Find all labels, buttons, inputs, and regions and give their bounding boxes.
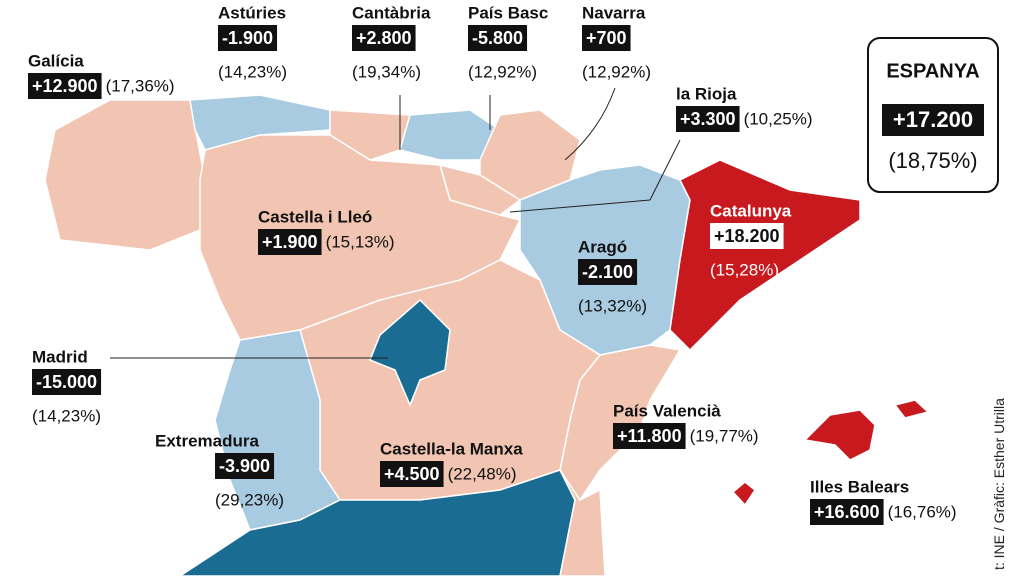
region-name: Illes Balears xyxy=(810,477,909,496)
change-box xyxy=(218,25,278,51)
region-pct: (19,77%) xyxy=(690,426,759,445)
region-pct: (19,34%) xyxy=(352,62,421,81)
region-change: +2.800 xyxy=(356,28,412,48)
region-change: -5.800 xyxy=(472,28,523,48)
region-name: País Basc xyxy=(468,3,548,22)
change-box xyxy=(258,229,322,255)
region-pct: (14,23%) xyxy=(218,62,287,81)
region-change: +18.200 xyxy=(714,226,780,246)
change-box xyxy=(582,25,631,51)
region-pct: (16,76%) xyxy=(888,502,957,521)
region-balears-mallorca xyxy=(803,409,876,461)
region-name: Cantàbria xyxy=(352,3,431,22)
total-change: +17.200 xyxy=(893,107,973,132)
change-box xyxy=(468,25,528,51)
credit: t: INE / Gràfic: Esther Utrilla xyxy=(991,398,1007,570)
change-box xyxy=(710,223,784,249)
region-balears-eivissa xyxy=(731,481,757,507)
region-change: -1.900 xyxy=(222,28,273,48)
region-name: Navarra xyxy=(582,3,646,22)
change-box xyxy=(32,369,102,395)
region-pct: (10,25%) xyxy=(744,109,813,128)
region-pct: (15,13%) xyxy=(326,232,395,251)
region-balears-menorca xyxy=(893,399,930,419)
region-pct: (29,23%) xyxy=(215,490,284,509)
region-madrid xyxy=(369,298,451,407)
region-change: -15.000 xyxy=(36,372,97,392)
change-box xyxy=(613,423,686,449)
region-change: +4.500 xyxy=(384,464,440,484)
region-catalunya xyxy=(669,159,861,352)
leader-lines xyxy=(110,87,681,359)
region-name: Catalunya xyxy=(710,201,792,220)
leader-line xyxy=(509,139,681,213)
region-change: -2.100 xyxy=(582,262,633,282)
region-pct: (12,92%) xyxy=(468,62,537,81)
region-name: Galícia xyxy=(28,51,84,70)
change-box xyxy=(28,73,102,99)
total-pct: (18,75%) xyxy=(888,148,977,173)
region-change: +700 xyxy=(586,28,627,48)
region-name: Extremadura xyxy=(155,431,259,450)
change-box xyxy=(676,106,740,132)
change-box xyxy=(810,499,884,525)
change-box xyxy=(352,25,416,51)
region-change: +16.600 xyxy=(814,502,880,522)
region-change: +12.900 xyxy=(32,76,98,96)
region-pct: (12,92%) xyxy=(582,62,651,81)
region-change: -3.900 xyxy=(219,456,270,476)
region-name: País Valencià xyxy=(613,401,721,420)
region-pct: (14,23%) xyxy=(32,406,101,425)
total-change-box xyxy=(882,104,984,136)
region-name: Astúries xyxy=(218,3,286,22)
change-box xyxy=(578,259,638,285)
region-change: +11.800 xyxy=(617,426,682,446)
region-name: Aragó xyxy=(578,237,627,256)
region-asturies xyxy=(189,94,331,151)
regions xyxy=(44,94,930,576)
change-box xyxy=(215,453,275,479)
region-pct: (13,32%) xyxy=(578,296,647,315)
region-murcia xyxy=(559,469,606,576)
region-name: Castella-la Manxa xyxy=(380,439,523,458)
total-name: ESPANYA xyxy=(886,60,979,82)
change-box xyxy=(380,461,444,487)
region-name: la Rioja xyxy=(676,84,737,103)
region-name: Madrid xyxy=(32,347,88,366)
region-pct: (17,36%) xyxy=(106,76,175,95)
region-pct: (22,48%) xyxy=(448,464,517,483)
region-name: Castella i Lleó xyxy=(258,207,372,226)
region-change: +3.300 xyxy=(680,109,736,129)
leader-line xyxy=(564,87,616,161)
region-pct: (15,28%) xyxy=(710,260,779,279)
region-galicia xyxy=(44,99,206,251)
region-change: +1.900 xyxy=(262,232,318,252)
